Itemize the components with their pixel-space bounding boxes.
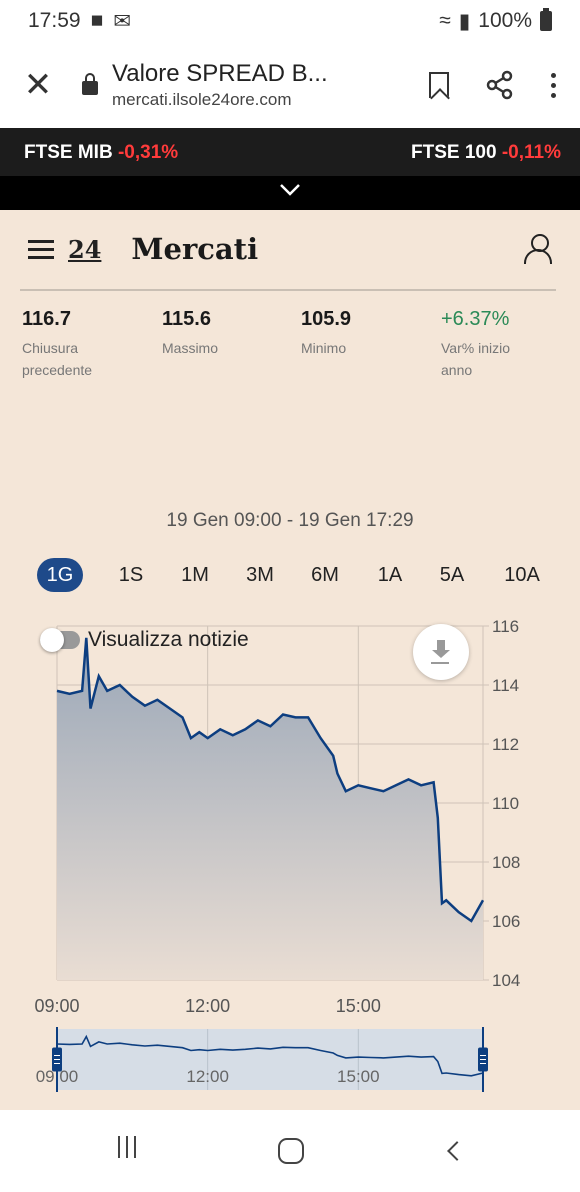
battery-level: 100% [478, 9, 532, 32]
status-left: 17:59 ■ ✉ [28, 9, 131, 34]
ticker-change: -0,11% [501, 142, 561, 163]
main-content: 116.7 Chiusura precedente 115.6 Massimo … [0, 288, 580, 1110]
navigator-window[interactable] [57, 1029, 483, 1090]
browser-toolbar: ✕ Valore SPREAD B... mercati.ilsole24ore… [0, 42, 580, 128]
battery-icon [540, 8, 552, 31]
status-right: ≈ ▮ 100% [439, 8, 552, 34]
page-title: Valore SPREAD B... [112, 60, 328, 87]
ticker-item[interactable]: FTSE 100 -0,11% [411, 142, 561, 164]
stat-value: 116.7 [22, 308, 71, 330]
stat-value: 105.9 [301, 308, 352, 330]
y-tick-label: 116 [492, 617, 519, 636]
status-time: 17:59 [28, 9, 81, 32]
stat-label: Var% inizio anno [441, 340, 510, 378]
toggle-switch[interactable] [40, 628, 80, 652]
y-tick-label: 108 [492, 853, 520, 872]
stat-max: 115.6 Massimo [162, 308, 262, 359]
share-icon[interactable] [485, 70, 515, 100]
recent-apps-icon[interactable] [118, 1136, 136, 1158]
system-nav-bar [0, 1110, 580, 1192]
bookmark-icon[interactable] [429, 72, 449, 98]
period-6m[interactable]: 6M [311, 564, 339, 586]
back-icon[interactable] [447, 1141, 467, 1161]
lock-icon [82, 73, 98, 95]
logo-24[interactable]: 24 [68, 234, 102, 264]
chevron-down-icon [280, 184, 300, 196]
navigator-tick-label: 12:00 [186, 1067, 229, 1086]
site-title[interactable]: Mercati [131, 232, 259, 266]
market-ticker: FTSE MIB -0,31% FTSE 100 -0,11% [0, 128, 580, 176]
home-icon[interactable] [278, 1138, 304, 1164]
signal-icon: ▮ [458, 9, 471, 33]
x-tick-label: 09:00 [34, 996, 79, 1016]
more-options-icon[interactable] [551, 72, 556, 98]
period-1s[interactable]: 1S [118, 564, 144, 586]
ticker-item[interactable]: FTSE MIB -0,31% [24, 142, 178, 164]
period-3m[interactable]: 3M [246, 564, 274, 586]
browser-actions [429, 70, 562, 100]
close-tab-button[interactable]: ✕ [23, 66, 53, 104]
period-5a[interactable]: 5A [439, 564, 465, 586]
stat-ytd: +6.37% Var% inizio anno [441, 308, 541, 381]
x-tick-label: 15:00 [336, 996, 381, 1016]
y-tick-label: 114 [492, 676, 519, 695]
period-10a[interactable]: 10A [504, 564, 540, 586]
stat-prev-close: 116.7 Chiusura precedente [22, 308, 122, 381]
site-header: 24 Mercati [0, 210, 580, 288]
period-selector: 1G 1S 1M 3M 6M 1A 5A 10A [0, 558, 580, 598]
stat-value: 115.6 [162, 308, 211, 330]
chart-area [57, 637, 483, 980]
chart-line [56, 637, 485, 923]
period-1m[interactable]: 1M [181, 564, 209, 586]
period-1g[interactable]: 1G [37, 558, 83, 592]
y-tick-label: 110 [492, 794, 519, 813]
menu-icon[interactable] [28, 239, 54, 259]
download-icon[interactable] [413, 624, 469, 680]
stat-label: Massimo [162, 340, 219, 356]
stat-min: 105.9 Minimo [301, 308, 401, 359]
chart-range-label: 19 Gen 09:00 - 19 Gen 17:29 [166, 510, 414, 531]
x-tick-label: 12:00 [185, 996, 230, 1016]
navigator-line [56, 1034, 484, 1077]
wifi-icon: ≈ [439, 9, 451, 32]
y-tick-label: 106 [492, 912, 520, 931]
news-toggle[interactable]: Visualizza notizie [40, 628, 249, 652]
mail-notification-icon: ✉ [113, 9, 131, 33]
page-url: mercati.ilsole24ore.com [112, 90, 292, 109]
status-bar: 17:59 ■ ✉ ≈ ▮ 100% [0, 0, 580, 42]
user-icon[interactable] [524, 234, 552, 264]
period-1a[interactable]: 1A [377, 564, 403, 586]
divider [20, 289, 556, 291]
ticker-change: -0,31% [117, 142, 179, 163]
ticker-name: FTSE MIB [24, 142, 113, 163]
ticker-name: FTSE 100 [411, 142, 497, 163]
chat-notification-icon: ■ [90, 9, 104, 32]
y-tick-label: 112 [492, 735, 519, 754]
url-block[interactable]: Valore SPREAD B... mercati.ilsole24ore.c… [112, 60, 342, 110]
news-toggle-label: Visualizza notizie [88, 628, 249, 651]
y-tick-label: 104 [492, 971, 520, 990]
stat-label: Minimo [301, 340, 347, 356]
ticker-expand-button[interactable] [0, 176, 580, 210]
stat-value: +6.37% [441, 308, 510, 330]
navigator-tick-label: 15:00 [337, 1067, 380, 1086]
stat-label: Chiusura precedente [22, 340, 93, 378]
